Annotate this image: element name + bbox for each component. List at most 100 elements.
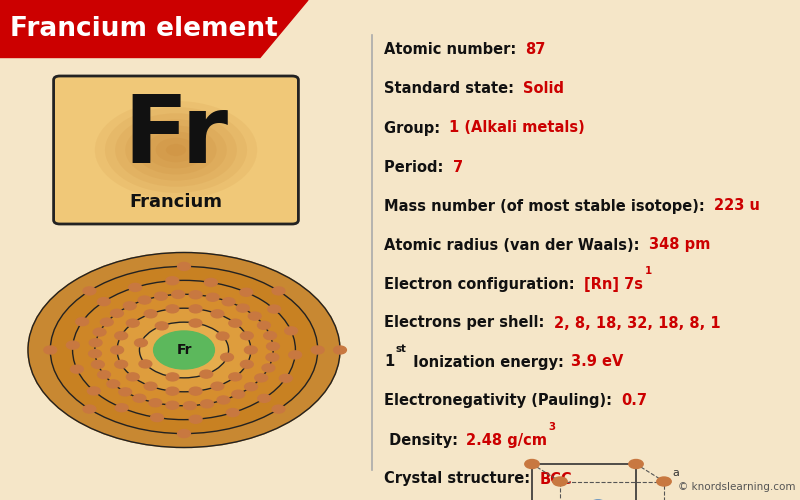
Circle shape bbox=[200, 346, 213, 354]
Circle shape bbox=[236, 304, 249, 312]
Circle shape bbox=[154, 331, 214, 369]
Circle shape bbox=[266, 354, 278, 362]
Circle shape bbox=[126, 373, 139, 381]
Circle shape bbox=[205, 278, 218, 286]
Circle shape bbox=[190, 291, 202, 299]
Circle shape bbox=[245, 382, 258, 390]
Circle shape bbox=[115, 404, 128, 411]
Text: 223 u: 223 u bbox=[714, 198, 760, 214]
Circle shape bbox=[266, 342, 279, 350]
Circle shape bbox=[200, 370, 213, 378]
Circle shape bbox=[240, 288, 253, 296]
Circle shape bbox=[95, 294, 273, 406]
Circle shape bbox=[70, 365, 83, 373]
Ellipse shape bbox=[126, 120, 226, 180]
Text: Fr: Fr bbox=[176, 343, 192, 357]
Circle shape bbox=[166, 305, 178, 313]
Circle shape bbox=[139, 322, 229, 378]
Text: 87: 87 bbox=[526, 42, 546, 58]
Circle shape bbox=[272, 287, 285, 295]
Text: Density:: Density: bbox=[384, 432, 463, 448]
Circle shape bbox=[138, 296, 151, 304]
Text: 0.7: 0.7 bbox=[621, 394, 647, 408]
Text: [Rn] 7s: [Rn] 7s bbox=[584, 276, 642, 291]
Circle shape bbox=[166, 387, 178, 395]
Circle shape bbox=[110, 346, 123, 354]
Circle shape bbox=[229, 373, 242, 381]
Circle shape bbox=[90, 338, 102, 346]
Circle shape bbox=[272, 405, 285, 413]
FancyBboxPatch shape bbox=[54, 76, 298, 224]
Circle shape bbox=[114, 332, 127, 340]
Text: Francium: Francium bbox=[130, 194, 222, 212]
Circle shape bbox=[50, 266, 318, 434]
Circle shape bbox=[126, 319, 139, 327]
Circle shape bbox=[268, 305, 281, 313]
Text: 1 (Alkali metals): 1 (Alkali metals) bbox=[450, 120, 585, 136]
Circle shape bbox=[93, 328, 106, 336]
Circle shape bbox=[83, 405, 96, 413]
Circle shape bbox=[229, 319, 242, 327]
Text: Crystal structure:: Crystal structure: bbox=[384, 472, 535, 486]
Circle shape bbox=[166, 373, 179, 381]
Ellipse shape bbox=[135, 126, 217, 174]
Circle shape bbox=[189, 319, 202, 327]
Circle shape bbox=[254, 374, 267, 382]
Text: 2, 8, 18, 32, 18, 8, 1: 2, 8, 18, 32, 18, 8, 1 bbox=[554, 316, 720, 330]
Text: © knordslearning.com: © knordslearning.com bbox=[678, 482, 796, 492]
Text: a: a bbox=[672, 468, 679, 477]
Text: Standard state:: Standard state: bbox=[384, 82, 519, 96]
Circle shape bbox=[91, 360, 104, 368]
Text: Atomic number:: Atomic number: bbox=[384, 42, 522, 58]
Circle shape bbox=[154, 292, 167, 300]
Circle shape bbox=[66, 341, 79, 349]
Circle shape bbox=[201, 400, 214, 408]
Text: Period:: Period: bbox=[384, 160, 449, 174]
Circle shape bbox=[629, 460, 643, 468]
Text: 1: 1 bbox=[644, 266, 651, 276]
Circle shape bbox=[334, 346, 346, 354]
Ellipse shape bbox=[105, 107, 247, 193]
Text: Mass number (of most stable isotope):: Mass number (of most stable isotope): bbox=[384, 198, 710, 214]
Circle shape bbox=[166, 276, 178, 284]
Circle shape bbox=[101, 318, 114, 326]
Circle shape bbox=[258, 322, 270, 330]
Text: Ionization energy:: Ionization energy: bbox=[407, 354, 569, 370]
Circle shape bbox=[226, 408, 239, 416]
Circle shape bbox=[232, 390, 245, 398]
Circle shape bbox=[222, 298, 235, 306]
Circle shape bbox=[155, 322, 168, 330]
Circle shape bbox=[76, 318, 89, 326]
Text: 348 pm: 348 pm bbox=[649, 238, 710, 252]
Circle shape bbox=[139, 360, 152, 368]
Circle shape bbox=[245, 346, 258, 354]
Circle shape bbox=[73, 280, 295, 419]
Circle shape bbox=[89, 350, 102, 358]
Text: Francium element: Francium element bbox=[10, 16, 278, 42]
Circle shape bbox=[178, 430, 190, 438]
Circle shape bbox=[155, 346, 168, 354]
Circle shape bbox=[248, 312, 261, 320]
Ellipse shape bbox=[146, 132, 206, 168]
Circle shape bbox=[262, 364, 275, 372]
Polygon shape bbox=[0, 0, 308, 58]
Circle shape bbox=[241, 360, 254, 368]
Circle shape bbox=[289, 351, 302, 359]
Text: Electron configuration:: Electron configuration: bbox=[384, 276, 580, 291]
Text: BCC: BCC bbox=[539, 472, 572, 486]
Circle shape bbox=[657, 477, 671, 486]
Circle shape bbox=[264, 332, 277, 340]
Circle shape bbox=[144, 382, 157, 390]
Circle shape bbox=[150, 414, 163, 422]
Text: Group:: Group: bbox=[384, 120, 446, 136]
Ellipse shape bbox=[94, 101, 257, 199]
Circle shape bbox=[258, 394, 270, 402]
Circle shape bbox=[217, 396, 230, 404]
Circle shape bbox=[133, 394, 146, 402]
Circle shape bbox=[28, 252, 340, 448]
Circle shape bbox=[144, 310, 157, 318]
Circle shape bbox=[134, 339, 147, 347]
Circle shape bbox=[107, 380, 120, 388]
Circle shape bbox=[166, 401, 178, 409]
Text: 7: 7 bbox=[453, 160, 462, 174]
